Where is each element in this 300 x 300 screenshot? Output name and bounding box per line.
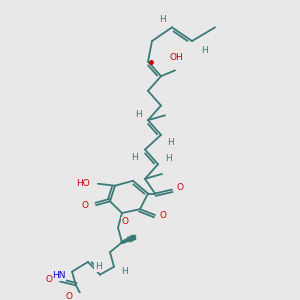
- Text: O: O: [160, 211, 167, 220]
- Text: O: O: [65, 292, 72, 300]
- Text: O: O: [45, 275, 52, 284]
- Text: H: H: [121, 267, 128, 276]
- Text: H: H: [132, 153, 138, 162]
- Text: H: H: [159, 15, 165, 24]
- Text: H: H: [201, 46, 207, 55]
- Text: HO: HO: [76, 179, 90, 188]
- Text: H: H: [135, 110, 141, 119]
- Text: H: H: [168, 138, 174, 147]
- Text: HN: HN: [52, 271, 66, 280]
- Text: H: H: [94, 262, 101, 271]
- Text: H: H: [165, 154, 171, 163]
- Text: O: O: [81, 201, 88, 210]
- Text: OH: OH: [170, 53, 184, 62]
- Text: O: O: [176, 183, 184, 192]
- Text: O: O: [122, 217, 128, 226]
